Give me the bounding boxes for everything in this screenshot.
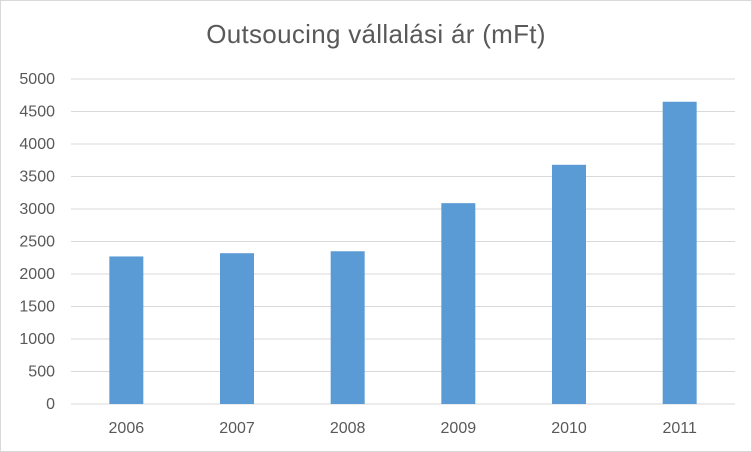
x-tick-label: 2011	[662, 420, 697, 437]
y-axis-ticks: 0 500 1000 1500 2000 2500 3000 3500 4000 4500 5000	[19, 71, 55, 413]
bar-2008	[330, 251, 365, 404]
x-axis-ticks: 2006 2007 2008 2009 2010 2011	[109, 420, 697, 437]
bar-2006	[109, 256, 144, 404]
y-tick-label: 3500	[19, 169, 55, 186]
bar-2009	[441, 203, 476, 404]
y-tick-label: 2500	[19, 234, 55, 251]
chart-title: Outsoucing vállalási ár (mFt)	[206, 19, 546, 49]
bars	[109, 101, 697, 404]
y-tick-label: 5000	[19, 71, 55, 88]
y-tick-label: 1000	[19, 331, 55, 348]
x-tick-label: 2009	[441, 420, 477, 437]
x-tick-label: 2006	[109, 420, 145, 437]
y-tick-label: 2000	[19, 266, 55, 283]
y-tick-label: 4500	[19, 104, 55, 121]
y-tick-label: 0	[46, 396, 55, 413]
bar-2011	[662, 101, 697, 404]
bar-2010	[552, 164, 586, 404]
y-tick-label: 3000	[19, 201, 55, 218]
x-tick-label: 2007	[219, 420, 255, 437]
bar-2007	[220, 253, 254, 404]
x-tick-label: 2010	[551, 420, 587, 437]
gridlines	[71, 78, 735, 405]
y-tick-label: 4000	[19, 136, 55, 153]
x-tick-label: 2008	[330, 420, 366, 437]
y-tick-label: 500	[28, 364, 55, 381]
y-tick-label: 1500	[19, 299, 55, 316]
